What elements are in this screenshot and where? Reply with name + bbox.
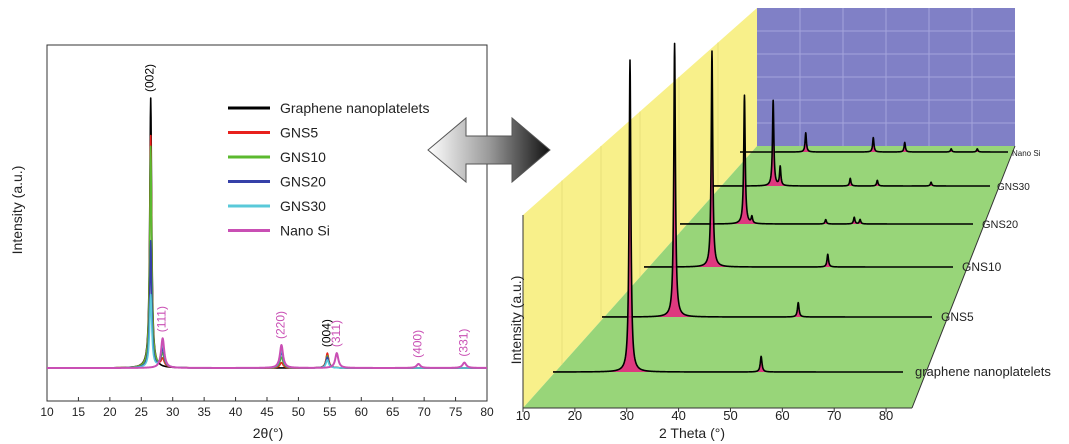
right-x-tick-label: 10 (516, 408, 530, 423)
left-x-tick-label: 20 (103, 405, 117, 419)
right-3d-walls (522, 8, 1016, 409)
legend-label: Nano Si (280, 223, 330, 239)
left-xrd-chart: 10 15 20 25 30 35 40 45 50 55 60 65 70 75 80 (002) (111… (9, 44, 494, 441)
right-series-line (679, 94, 974, 225)
left-x-tick-label: 70 (417, 405, 431, 419)
right-x-tick-label: 30 (619, 408, 633, 423)
right-series-label: Nano Si (1012, 149, 1041, 158)
left-x-axis-label: 2θ(°) (253, 425, 284, 441)
legend-label: GNS10 (280, 149, 326, 165)
right-series-line (739, 132, 1009, 153)
peak-annotation: (004) (319, 319, 333, 347)
peak-annotation: (331) (456, 329, 470, 357)
right-series-label: GNS10 (962, 260, 1002, 274)
right-x-tick-label: 50 (723, 408, 737, 423)
left-series-group (46, 97, 488, 369)
floor-plane (523, 146, 1015, 408)
left-peak-annotations: (002) (111) (220) (004)(311) (400) (331) (143, 64, 471, 358)
left-x-tick-label: 10 (40, 405, 54, 419)
legend-label: Graphene nanoplatelets (280, 100, 429, 116)
right-series-group: Nano Si GNS30 GNS20 GNS10 GNS5 graphene nanop… (552, 42, 1051, 379)
peak-annotation: (400) (410, 330, 424, 358)
left-x-tick-label: 55 (323, 405, 337, 419)
peak-annotation: (220) (273, 311, 287, 339)
left-x-tick-label: 50 (292, 405, 306, 419)
left-x-tick-label: 45 (260, 405, 274, 419)
right-series-line (601, 42, 933, 318)
right-series-line (643, 50, 954, 268)
peak-annotation: (002) (143, 64, 157, 92)
right-x-tick-label: 20 (568, 408, 582, 423)
right-x-axis-label: 2 Theta (°) (659, 425, 725, 441)
legend-label: GNS20 (280, 174, 326, 190)
left-x-tick-label: 35 (197, 405, 211, 419)
legend-label: GNS30 (280, 198, 326, 214)
right-3d-xrd-chart: Nano Si GNS30 GNS20 GNS10 GNS5 graphene nanop… (508, 8, 1051, 441)
left-x-tick-label: 25 (135, 405, 149, 419)
right-depth-axis-line (911, 145, 1016, 409)
left-x-tick-label: 15 (72, 405, 86, 419)
legend-label: GNS5 (280, 125, 318, 141)
left-series-line (46, 337, 488, 369)
left-series-line (46, 97, 488, 369)
left-x-tick-label: 30 (166, 405, 180, 419)
right-x-tick-label: 40 (671, 408, 685, 423)
peak-annotation: (311) (329, 320, 343, 347)
left-x-tick-label: 80 (480, 405, 494, 419)
right-series-label: GNS30 (997, 182, 1030, 193)
left-x-tick-label: 60 (355, 405, 369, 419)
legend: Graphene nanoplatelets GNS5 GNS10 GNS20 GNS3… (228, 100, 429, 239)
right-series-label: GNS20 (982, 219, 1018, 231)
right-x-tick-label: 80 (879, 408, 893, 423)
right-series-label: graphene nanoplatelets (915, 364, 1051, 379)
left-x-tick-label: 75 (449, 405, 463, 419)
left-x-ticks: 10 15 20 25 30 35 40 45 50 55 60 65 70 75 80 (40, 397, 494, 419)
double-arrow-icon (427, 116, 551, 184)
right-series-label: GNS5 (941, 310, 974, 324)
left-x-tick-label: 40 (229, 405, 243, 419)
right-y-axis-label: Intensity (a.u.) (508, 276, 524, 365)
right-series-line (552, 59, 904, 373)
left-y-axis-label: Intensity (a.u.) (9, 166, 25, 255)
left-x-tick-label: 65 (386, 405, 400, 419)
right-x-tick-label: 70 (827, 408, 841, 423)
right-x-tick-label: 60 (775, 408, 789, 423)
right-series-line (711, 99, 991, 187)
right-x-ticks: 10 20 30 40 50 60 70 80 (516, 408, 893, 423)
peak-annotation: (111) (155, 306, 169, 332)
